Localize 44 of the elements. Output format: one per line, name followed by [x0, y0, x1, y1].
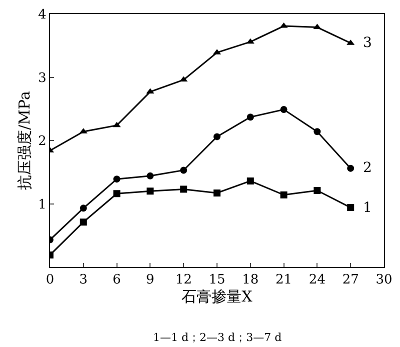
y-tick-label: 4: [38, 8, 46, 23]
point: [314, 128, 321, 136]
point: [180, 186, 188, 193]
point: [347, 204, 354, 212]
point: [180, 76, 188, 82]
point: [80, 218, 87, 226]
x-tick-label: 15: [208, 272, 226, 288]
point: [180, 166, 188, 174]
point: [280, 106, 288, 114]
x-tick-label: 30: [376, 272, 392, 288]
y-axis-title: 抗压强度/MPa: [15, 91, 34, 190]
point: [280, 191, 288, 198]
series-label: 2: [363, 160, 372, 176]
point: [146, 172, 154, 180]
y-tick-label: 2: [38, 134, 46, 150]
x-tick-label: 0: [46, 272, 54, 288]
point: [80, 204, 87, 212]
point: [113, 190, 120, 198]
x-tick-label: 27: [342, 272, 359, 288]
y-tick-label: 3: [38, 70, 46, 86]
x-tick-label: 3: [79, 272, 88, 288]
point: [246, 177, 254, 184]
x-axis-title: 石膏掺量X: [182, 288, 253, 306]
x-tick-label: 6: [112, 272, 121, 288]
point: [246, 38, 254, 44]
series-label: 3: [363, 35, 372, 51]
x-tick-label: 12: [175, 272, 192, 288]
point: [146, 88, 154, 94]
point: [214, 190, 220, 196]
x-tick-label: 18: [242, 272, 259, 288]
x-tick-label: 24: [308, 272, 326, 288]
point: [112, 122, 121, 128]
y-tick-label: 1: [38, 197, 46, 212]
point: [313, 24, 322, 30]
point: [347, 164, 354, 172]
x-tick-label: 21: [276, 272, 292, 288]
point: [214, 133, 220, 140]
point: [246, 114, 254, 121]
point: [314, 186, 321, 194]
point: [146, 188, 154, 195]
text: 1—1 d；2—3 d；3—7 d: [153, 331, 282, 344]
x-tick-label: 9: [146, 272, 154, 288]
series-label: 1: [363, 200, 372, 216]
point: [113, 176, 120, 183]
